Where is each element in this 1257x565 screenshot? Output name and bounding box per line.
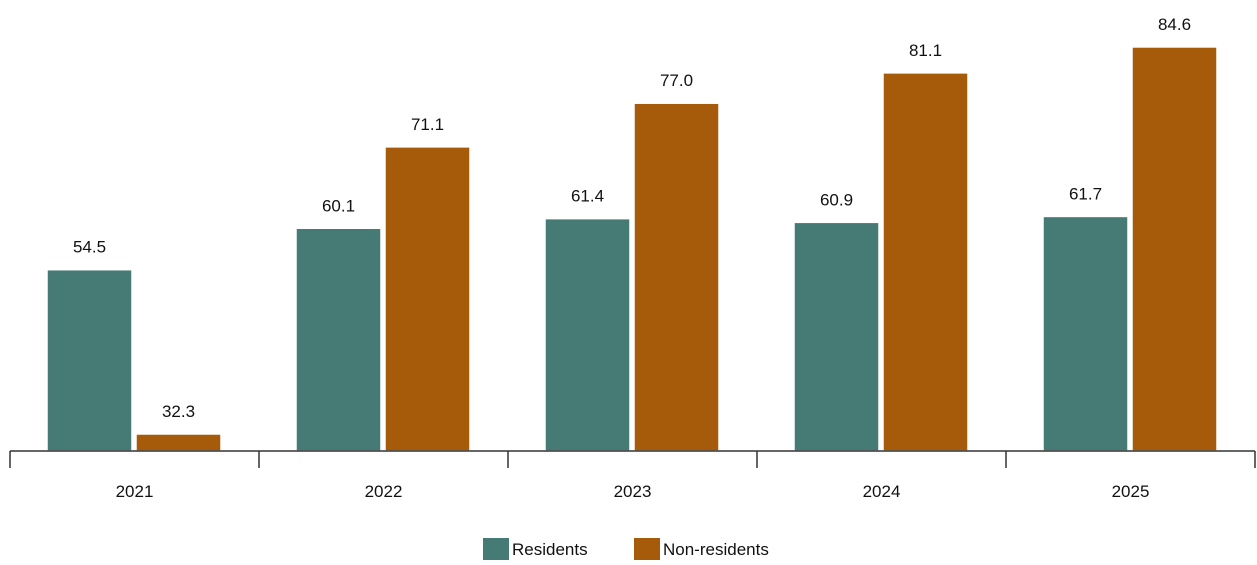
- data-label-non-residents-2023: 77.0: [660, 71, 693, 90]
- x-axis-tick-labels: 2021 2022 2023 2024 2025: [116, 482, 1150, 501]
- x-axis-ticks: [9, 451, 1256, 468]
- bar-non-residents-2025: [1131, 46, 1218, 452]
- x-tick-label-2022: 2022: [365, 482, 403, 501]
- data-labels-layer: 54.5 32.3 60.1 71.1 61.4 77.0 60.9 81.1 61.7 84.6: [73, 15, 1191, 421]
- data-label-residents-2025: 61.7: [1069, 184, 1102, 203]
- bars-layer: [46, 46, 1218, 452]
- data-label-non-residents-2024: 81.1: [909, 41, 942, 60]
- bar-non-residents-2024: [882, 72, 969, 452]
- data-label-non-residents-2022: 71.1: [411, 115, 444, 134]
- data-label-non-residents-2025: 84.6: [1158, 15, 1191, 34]
- bar-non-residents-2022: [384, 146, 471, 452]
- x-tick-label-2025: 2025: [1112, 482, 1150, 501]
- legend-label-non-residents: Non-residents: [663, 540, 769, 559]
- data-label-non-residents-2021: 32.3: [162, 402, 195, 421]
- bar-non-residents-2021: [135, 433, 222, 452]
- legend: Residents Non-residents: [483, 538, 769, 560]
- data-label-residents-2022: 60.1: [322, 196, 355, 215]
- bar-residents-2022: [295, 227, 382, 452]
- data-label-residents-2023: 61.4: [571, 187, 604, 206]
- legend-swatch-residents: [483, 538, 509, 560]
- bar-residents-2024: [793, 221, 880, 452]
- bar-residents-2021: [46, 268, 133, 452]
- data-label-residents-2021: 54.5: [73, 238, 106, 257]
- x-tick-label-2023: 2023: [614, 482, 652, 501]
- legend-label-residents: Residents: [512, 540, 588, 559]
- bar-residents-2025: [1042, 215, 1129, 452]
- x-tick-label-2024: 2024: [863, 482, 901, 501]
- x-tick-label-2021: 2021: [116, 482, 154, 501]
- bar-residents-2023: [544, 217, 631, 452]
- bar-non-residents-2023: [633, 102, 720, 452]
- legend-swatch-non-residents: [634, 538, 660, 560]
- data-label-residents-2024: 60.9: [820, 190, 853, 209]
